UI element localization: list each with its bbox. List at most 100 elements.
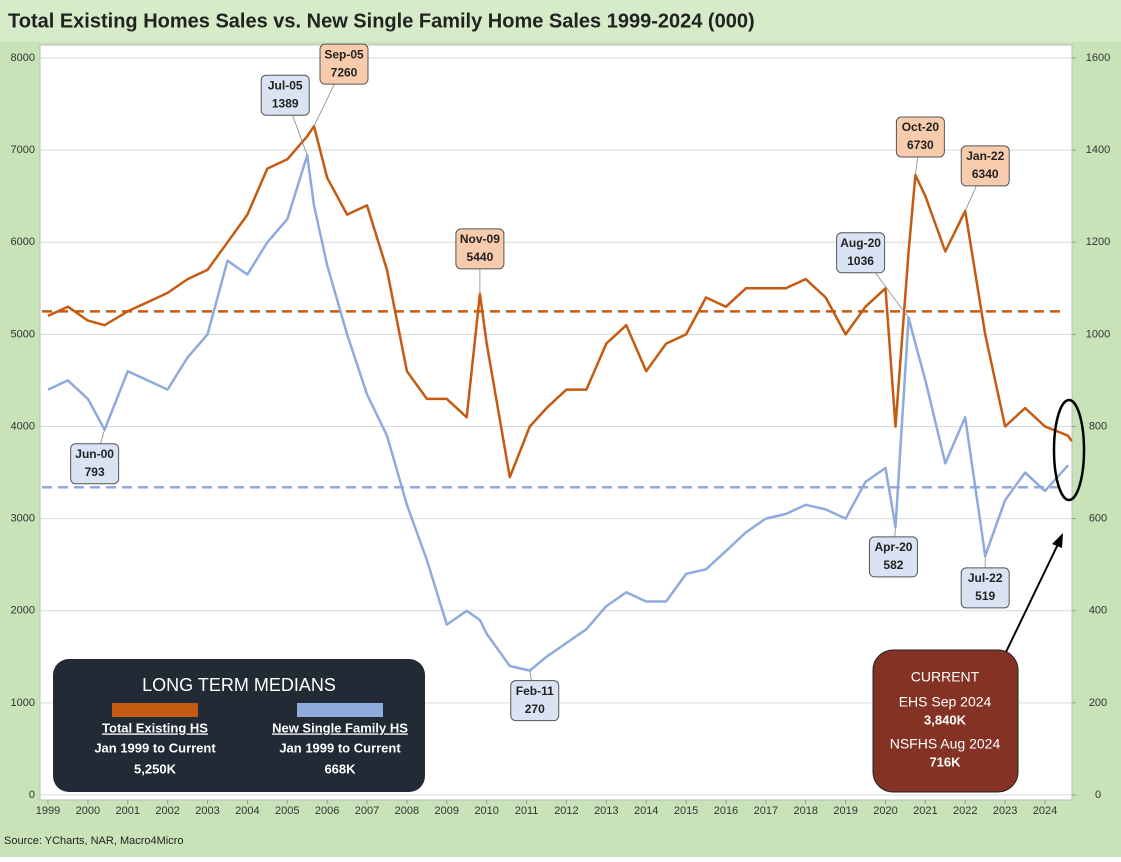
callout-box [510, 680, 560, 722]
callout-value: 6730 [907, 138, 934, 152]
x-tick-label: 2020 [873, 805, 897, 817]
callout-box [868, 536, 918, 578]
x-tick-label: 2022 [953, 805, 977, 817]
callout-label: Jan-22 [966, 149, 1004, 163]
y2-tick-label: 1600 [1086, 52, 1110, 64]
callout-box [260, 74, 310, 116]
x-tick-label: 2008 [395, 805, 419, 817]
y2-tick-label: 0 [1095, 789, 1101, 801]
x-tick-label: 2012 [554, 805, 578, 817]
x-tick-label: 2010 [474, 805, 498, 817]
x-tick-label: 2002 [155, 805, 179, 817]
callout-label: Jun-00 [75, 447, 114, 461]
arrow [1005, 539, 1061, 653]
legend-median: 5,250K [134, 761, 177, 776]
callout-value: 582 [883, 558, 903, 572]
x-tick-label: 1999 [36, 805, 60, 817]
callout-box [836, 232, 886, 274]
current-label: EHS Sep 2024 [899, 694, 992, 710]
title-bar [0, 0, 1121, 42]
callout-box [960, 145, 1010, 187]
x-tick-label: 2005 [275, 805, 299, 817]
x-tick-label: 2004 [235, 805, 259, 817]
current-value: 716K [929, 754, 961, 769]
y2-tick-label: 600 [1089, 513, 1107, 525]
y2-tick-label: 1200 [1086, 236, 1110, 248]
arrow-head [1052, 533, 1063, 548]
y2-tick-label: 200 [1089, 697, 1107, 709]
current-box [872, 649, 1019, 793]
callout-label: Jul-05 [268, 78, 303, 92]
series-line [47, 153, 1070, 672]
highlight-ellipse [1052, 398, 1086, 502]
current-label: NSFHS Aug 2024 [890, 736, 1001, 752]
x-tick-label: 2019 [833, 805, 857, 817]
overlay: Sep-05 7260 Nov-09 5440 Oct-20 6730 Jan-22 6340… [53, 43, 1086, 793]
callout-box [960, 567, 1010, 609]
legend-median: 668K [324, 761, 356, 776]
current-value: 3,840K [924, 712, 967, 727]
callout-value: 1389 [272, 96, 299, 110]
callout-label: Nov-09 [460, 232, 500, 246]
callout-box [895, 116, 945, 158]
callout-value: 5440 [467, 250, 494, 264]
chart-title: Total Existing Homes Sales vs. New Singl… [8, 10, 755, 32]
legend-period: Jan 1999 to Current [279, 740, 401, 755]
callout-label: Jul-22 [968, 571, 1003, 585]
legend-box [53, 659, 425, 792]
y2-tick-label: 1000 [1086, 328, 1110, 340]
x-tick-label: 2013 [594, 805, 618, 817]
legend-swatch [112, 703, 198, 717]
y-tick-label: 1000 [11, 697, 35, 709]
callout-value: 6340 [972, 167, 999, 181]
x-tick-label: 2003 [195, 805, 219, 817]
x-tick-label: 2023 [993, 805, 1017, 817]
x-tick-label: 2001 [116, 805, 140, 817]
callout-value: 793 [85, 465, 105, 479]
y-tick-label: 5000 [11, 328, 35, 340]
callout-label: Oct-20 [902, 120, 940, 134]
x-tick-label: 2016 [714, 805, 738, 817]
y-tick-label: 7000 [11, 144, 35, 156]
y-tick-label: 2000 [11, 605, 35, 617]
x-tick-label: 2011 [515, 805, 539, 817]
callout-box [70, 443, 120, 485]
series-line [47, 124, 1073, 479]
callout-label: Apr-20 [874, 540, 912, 554]
y2-tick-label: 1400 [1086, 144, 1110, 156]
callout-box [455, 228, 505, 270]
x-tick-label: 2000 [76, 805, 100, 817]
callout-value: 519 [975, 589, 995, 603]
legend-period: Jan 1999 to Current [94, 740, 216, 755]
legend-title: LONG TERM MEDIANS [142, 675, 336, 695]
x-tick-label: 2018 [793, 805, 817, 817]
x-tick-label: 2015 [674, 805, 698, 817]
callout-value: 1036 [847, 254, 874, 268]
y-tick-label: 4000 [11, 420, 35, 432]
x-tick-label: 2007 [355, 805, 379, 817]
x-tick-label: 2017 [754, 805, 778, 817]
y-tick-label: 8000 [11, 52, 35, 64]
x-tick-label: 2009 [435, 805, 459, 817]
x-tick-label: 2014 [634, 805, 658, 817]
callout-label: Feb-11 [516, 684, 554, 698]
current-title: CURRENT [911, 669, 980, 685]
y-tick-label: 0 [29, 789, 35, 801]
x-tick-label: 2021 [913, 805, 937, 817]
x-tick-label: 2006 [315, 805, 339, 817]
y-tick-label: 3000 [11, 513, 35, 525]
callout-label: Sep-05 [324, 47, 364, 61]
y-tick-label: 6000 [11, 236, 35, 248]
y2-tick-label: 800 [1089, 420, 1107, 432]
lines [42, 124, 1073, 672]
x-tick-label: 2024 [1033, 805, 1057, 817]
callout-box [319, 43, 369, 85]
callout-value: 270 [525, 702, 545, 716]
y2-tick-label: 400 [1089, 605, 1107, 617]
legend-name: New Single Family HS [272, 720, 408, 735]
legend-name: Total Existing HS [102, 720, 208, 735]
callout-label: Aug-20 [840, 236, 881, 250]
source: Source: YCharts, NAR, Macro4Micro [4, 835, 184, 847]
